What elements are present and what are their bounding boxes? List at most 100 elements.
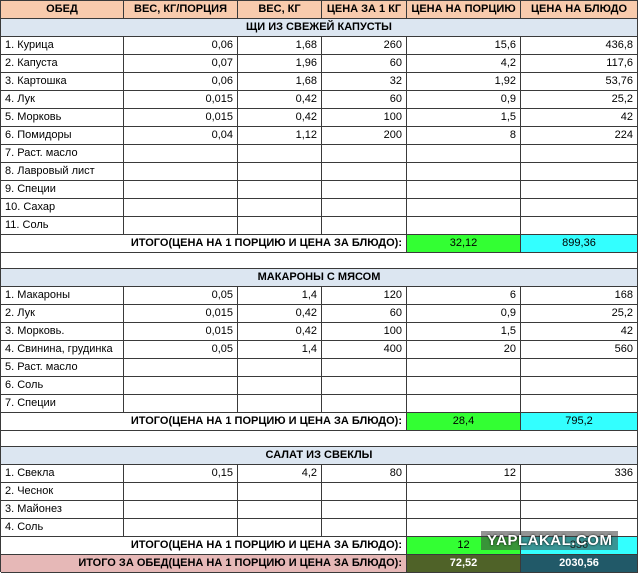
item-name: 1. Курица — [1, 37, 124, 55]
item-value — [238, 199, 322, 217]
item-value: 15,6 — [407, 37, 521, 55]
item-name: 2. Чеснок — [1, 483, 124, 501]
item-value: 1,4 — [238, 287, 322, 305]
item-value: 0,015 — [124, 91, 238, 109]
item-value: 120 — [322, 287, 407, 305]
item-value: 12 — [407, 465, 521, 483]
item-value — [521, 395, 638, 413]
item-value: 400 — [322, 341, 407, 359]
item-name: 4. Соль — [1, 519, 124, 537]
item-name: 8. Лавровый лист — [1, 163, 124, 181]
item-value — [521, 483, 638, 501]
item-value: 0,05 — [124, 287, 238, 305]
item-value: 0,42 — [238, 323, 322, 341]
item-value: 32 — [322, 73, 407, 91]
item-value: 42 — [521, 109, 638, 127]
item-value — [322, 199, 407, 217]
item-value — [238, 359, 322, 377]
item-value — [238, 181, 322, 199]
item-value — [521, 181, 638, 199]
item-value: 53,76 — [521, 73, 638, 91]
item-value — [238, 145, 322, 163]
total-label: ИТОГО(ЦЕНА НА 1 ПОРЦИЮ И ЦЕНА ЗА БЛЮДО): — [1, 413, 407, 431]
item-value: 0,9 — [407, 305, 521, 323]
item-value: 1,5 — [407, 109, 521, 127]
item-value — [407, 483, 521, 501]
item-value — [238, 217, 322, 235]
item-value: 0,42 — [238, 109, 322, 127]
total-dish: 899,36 — [521, 235, 638, 253]
section-title: ЩИ ИЗ СВЕЖЕЙ КАПУСТЫ — [1, 19, 638, 37]
item-value — [407, 145, 521, 163]
item-value: 25,2 — [521, 91, 638, 109]
item-value: 6 — [407, 287, 521, 305]
item-value — [322, 519, 407, 537]
item-value — [407, 377, 521, 395]
item-name: 3. Морковь. — [1, 323, 124, 341]
header-cell: ВЕС, КГ/ПОРЦИЯ — [124, 1, 238, 19]
item-value — [521, 199, 638, 217]
item-value — [238, 377, 322, 395]
item-name: 3. Картошка — [1, 73, 124, 91]
item-value: 25,2 — [521, 305, 638, 323]
item-value — [322, 359, 407, 377]
item-value — [322, 181, 407, 199]
total-dish: 795,2 — [521, 413, 638, 431]
section-title: САЛАТ ИЗ СВЕКЛЫ — [1, 447, 638, 465]
item-value — [322, 483, 407, 501]
item-name: 7. Специи — [1, 395, 124, 413]
item-value — [124, 181, 238, 199]
item-name: 2. Лук — [1, 305, 124, 323]
grand-total-portion: 72,52 — [407, 555, 521, 573]
item-name: 4. Свинина, грудинка — [1, 341, 124, 359]
item-value — [407, 395, 521, 413]
item-name: 6. Соль — [1, 377, 124, 395]
item-value — [407, 181, 521, 199]
item-value — [407, 163, 521, 181]
item-value: 0,015 — [124, 109, 238, 127]
item-value: 80 — [322, 465, 407, 483]
item-value — [407, 199, 521, 217]
item-value — [521, 145, 638, 163]
item-value — [322, 217, 407, 235]
section-title: МАКАРОНЫ С МЯСОМ — [1, 269, 638, 287]
item-value: 100 — [322, 323, 407, 341]
item-value: 0,05 — [124, 341, 238, 359]
item-value — [521, 377, 638, 395]
item-name: 10. Сахар — [1, 199, 124, 217]
item-name: 6. Помидоры — [1, 127, 124, 145]
item-value: 436,8 — [521, 37, 638, 55]
item-value: 117,6 — [521, 55, 638, 73]
item-value: 560 — [521, 341, 638, 359]
item-value — [322, 163, 407, 181]
item-value: 168 — [521, 287, 638, 305]
spacer-row — [1, 253, 638, 269]
item-value: 1,4 — [238, 341, 322, 359]
item-value: 0,07 — [124, 55, 238, 73]
item-value — [322, 395, 407, 413]
grand-total-dish: 2030,56 — [521, 555, 638, 573]
item-value: 0,06 — [124, 73, 238, 91]
item-value — [124, 395, 238, 413]
total-label: ИТОГО(ЦЕНА НА 1 ПОРЦИЮ И ЦЕНА ЗА БЛЮДО): — [1, 235, 407, 253]
item-value: 260 — [322, 37, 407, 55]
spacer-row — [1, 431, 638, 447]
item-name: 1. Макароны — [1, 287, 124, 305]
item-value — [124, 145, 238, 163]
item-value — [124, 519, 238, 537]
total-portion: 28,4 — [407, 413, 521, 431]
item-value — [322, 377, 407, 395]
item-value — [238, 501, 322, 519]
item-value: 4,2 — [238, 465, 322, 483]
header-cell: ЦЕНА НА БЛЮДО — [521, 1, 638, 19]
item-value: 224 — [521, 127, 638, 145]
item-value — [521, 217, 638, 235]
item-value: 0,42 — [238, 305, 322, 323]
item-value — [124, 501, 238, 519]
item-name: 5. Раст. масло — [1, 359, 124, 377]
item-value: 20 — [407, 341, 521, 359]
item-value: 1,68 — [238, 73, 322, 91]
item-value: 0,15 — [124, 465, 238, 483]
header-cell: ЦЕНА НА ПОРЦИЮ — [407, 1, 521, 19]
